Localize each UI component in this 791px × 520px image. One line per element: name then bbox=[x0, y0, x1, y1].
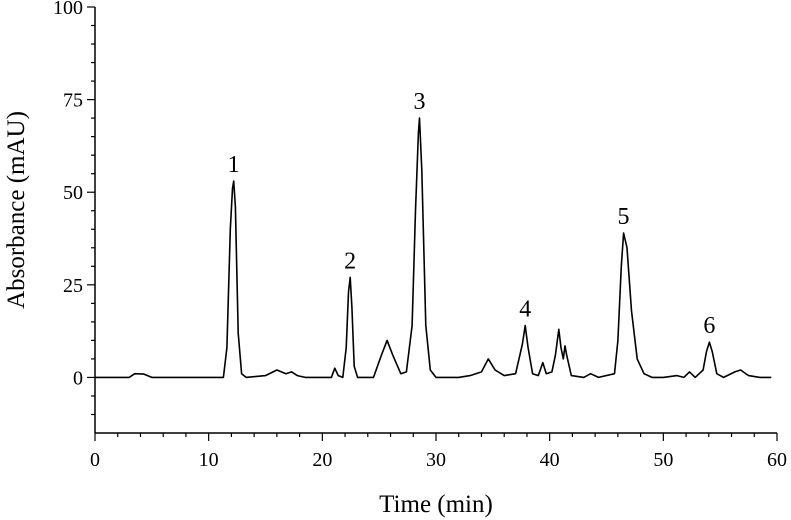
x-tick-label: 20 bbox=[312, 449, 332, 471]
y-tick-label: 50 bbox=[63, 182, 83, 204]
x-tick-label: 50 bbox=[653, 449, 673, 471]
x-tick-label: 40 bbox=[540, 449, 560, 471]
x-axis-title: Time (min) bbox=[379, 491, 493, 518]
y-axis-title: Absorbance (mAU) bbox=[3, 111, 30, 309]
peak-label: 5 bbox=[618, 204, 630, 230]
peak-label: 2 bbox=[344, 248, 356, 274]
x-tick-label: 0 bbox=[90, 449, 100, 471]
y-axis-ticks: 0 25 50 75 100 bbox=[53, 0, 95, 416]
peak-label: 4 bbox=[519, 297, 531, 323]
chromatogram-trace bbox=[95, 117, 772, 379]
peak-labels: 1 2 3 4 5 6 bbox=[228, 89, 716, 339]
peak-label: 3 bbox=[414, 89, 426, 115]
y-tick-label: 100 bbox=[53, 0, 83, 19]
y-tick-label: 75 bbox=[63, 90, 83, 112]
x-axis-ticks: 0 10 20 30 40 50 60 bbox=[90, 433, 787, 471]
y-tick-label: 25 bbox=[63, 275, 83, 297]
x-tick-label: 60 bbox=[767, 449, 787, 471]
peak-label: 6 bbox=[703, 313, 715, 339]
x-tick-label: 30 bbox=[426, 449, 446, 471]
y-tick-label: 0 bbox=[73, 367, 83, 389]
peak-label: 1 bbox=[228, 152, 240, 178]
x-tick-label: 10 bbox=[199, 449, 219, 471]
